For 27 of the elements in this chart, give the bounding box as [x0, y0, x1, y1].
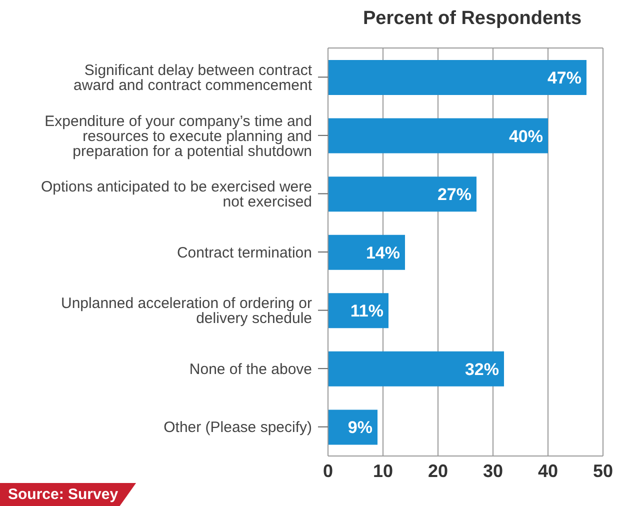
y-tick-label: Other (Please specify): [164, 419, 312, 436]
y-tick-label: Significant delay between contract award and contract commencement: [74, 62, 313, 94]
data-label: 14%: [366, 243, 400, 262]
data-label: 32%: [464, 360, 499, 379]
data-label: 47%: [547, 68, 582, 88]
y-tick-label: Options anticipated to be exercised were not exercised: [41, 178, 312, 211]
x-tick-label: 0: [322, 460, 334, 481]
source-note: Source: Survey: [0, 483, 136, 506]
bar: [328, 351, 504, 386]
y-tick-label: None of the above: [189, 360, 312, 378]
data-label: 40%: [508, 126, 543, 146]
y-tick-label: Expenditure of your company’s time and resources to execute planning and preparation for a potential shutdown: [44, 112, 312, 160]
y-tick-label: Contract termination: [176, 244, 312, 262]
bar: [328, 234, 405, 270]
bar: [328, 118, 548, 154]
x-tick-label: 40: [538, 460, 558, 481]
bar: [328, 176, 476, 212]
x-tick-label: 20: [428, 460, 448, 481]
data-label: 9%: [348, 418, 372, 438]
data-label: 27%: [437, 185, 472, 204]
x-tick-label: 30: [482, 460, 504, 481]
bar: [328, 60, 586, 95]
y-tick-label: Unplanned acceleration of ordering or delivery schedule: [61, 295, 312, 328]
x-tick-label: 10: [372, 460, 394, 481]
data-label: 11%: [350, 302, 384, 321]
x-tick-label: 50: [592, 460, 614, 481]
chart-title: Percent of Respondents: [363, 8, 582, 30]
